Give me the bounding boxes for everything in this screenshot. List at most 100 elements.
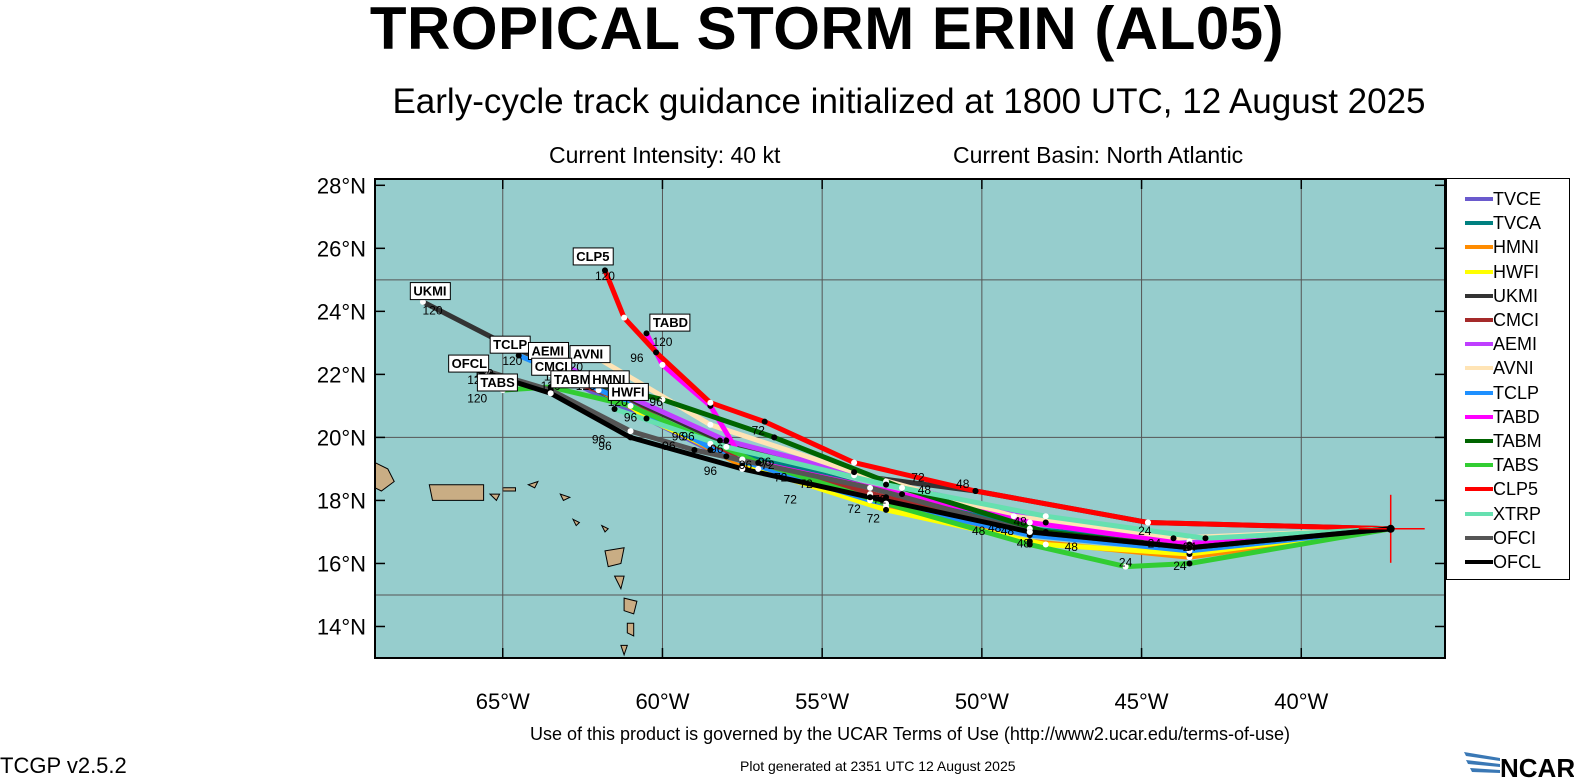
hour-label: 48: [972, 524, 986, 538]
track-point-ofcl: [1186, 544, 1193, 551]
hour-label: 24: [1119, 556, 1133, 570]
chart-title: TROPICAL STORM ERIN (AL05): [369, 0, 1285, 62]
legend-swatch: [1465, 245, 1493, 250]
track-point-ofci: [867, 484, 874, 491]
legend-item-tvca: TVCA: [1447, 211, 1571, 233]
track-point-hmni: [595, 387, 602, 394]
track-point-tabd: [739, 456, 746, 463]
track-point-tabm: [899, 484, 906, 491]
hour-label: 96: [758, 455, 772, 469]
model-label-text: HWFI: [611, 384, 644, 399]
model-label-tabs: TABS: [476, 373, 518, 392]
track-point-avni: [851, 469, 858, 476]
lon-tick-label: 45°W: [1115, 689, 1169, 714]
map-frame: [374, 178, 1446, 659]
model-label-box: [607, 382, 649, 401]
hour-label: 48: [988, 521, 1002, 535]
track-point-hwfi: [883, 506, 890, 513]
hour-label: 48: [918, 483, 932, 497]
ncar-logo-text: NCAR: [1500, 753, 1574, 780]
track-xtrp: [612, 406, 1394, 541]
legend-item-ofci: OFCI: [1447, 526, 1571, 548]
legend-item-aemi: AEMI: [1447, 332, 1571, 354]
hour-label: 72: [873, 493, 887, 507]
model-label-text: OFCL: [452, 356, 487, 371]
legend-item-tvce: TVCE: [1447, 187, 1571, 209]
hour-label: 96: [592, 433, 606, 447]
legend-item-hmni: HMNI: [1447, 235, 1571, 257]
hour-label: 96: [598, 439, 612, 453]
lat-tick-label: 20°N: [317, 425, 366, 450]
legend-swatch: [1465, 269, 1493, 274]
legend-item-ofcl: OFCL: [1447, 550, 1571, 572]
model-label-text: TABS: [480, 375, 515, 390]
hour-label: 96: [704, 464, 718, 478]
legend-swatch: [1465, 197, 1493, 201]
track-point-hwfi: [643, 415, 650, 422]
current-intensity: Current Intensity: 40 kt: [549, 142, 781, 168]
hour-label: 24: [1183, 540, 1197, 554]
model-label-ofcl: OFCL: [448, 354, 490, 373]
legend-label: OFCL: [1493, 552, 1542, 572]
storm-center-dot: [1386, 524, 1395, 533]
legend-item-clp5: CLP5: [1447, 477, 1571, 499]
track-point-ofcl: [627, 434, 634, 441]
island-6: [571, 518, 581, 527]
ocean-background: [375, 179, 1445, 658]
model-label-box: [569, 345, 611, 364]
legend-label: CLP5: [1493, 479, 1539, 500]
hour-label: 120: [652, 335, 672, 349]
track-point-ofcl: [547, 390, 554, 397]
island-3: [502, 487, 516, 492]
lat-tick-label: 18°N: [317, 488, 366, 513]
legend-swatch: [1465, 342, 1493, 347]
track-point-tabd: [659, 361, 666, 368]
storm-position-marker: [1358, 494, 1425, 563]
legend-swatch: [1465, 487, 1493, 492]
legend-swatch: [1465, 560, 1493, 564]
legend-label: TVCA: [1493, 213, 1542, 234]
legend-label: TABD: [1493, 406, 1540, 427]
legend-swatch: [1465, 463, 1493, 468]
hour-label: 48: [1001, 524, 1015, 538]
model-label-clp5: CLP5: [572, 247, 614, 266]
track-point-clp5: [653, 349, 660, 356]
model-label-box: [649, 313, 691, 332]
model-label-box: [448, 354, 490, 373]
legend-swatch: [1465, 390, 1493, 395]
legend-label: HMNI: [1493, 237, 1539, 258]
island-5: [559, 493, 572, 502]
hour-label: 96: [624, 411, 638, 425]
track-point-clp5: [851, 459, 858, 466]
track-point-tabs: [1122, 563, 1129, 570]
island-8: [604, 547, 625, 568]
island-7: [600, 524, 610, 533]
legend-item-cmci: CMCI: [1447, 308, 1571, 330]
track-point-ofci: [627, 428, 634, 435]
model-label-tclp: TCLP: [489, 335, 531, 354]
axis-ticks: 65°W 60°W 55°W 50°W 45°W 40°W 14°N 16°N 18°N 20°N…: [317, 173, 1445, 714]
track-point-tvce: [707, 447, 714, 454]
model-label-box: [476, 373, 518, 392]
hour-label: 24: [1173, 559, 1187, 573]
legend-item-tabs: TABS: [1447, 453, 1571, 475]
track-point-tabs: [883, 500, 890, 507]
legend-swatch: [1465, 439, 1493, 443]
lat-tick-label: 26°N: [317, 236, 366, 261]
legend-label: TABS: [1493, 455, 1539, 476]
island-10: [623, 597, 638, 615]
model-label-hwfi: HWFI: [607, 382, 649, 401]
current-basin: Current Basin: North Atlantic: [953, 142, 1244, 168]
legend-swatch: [1465, 511, 1493, 516]
legend-item-tabm: TABM: [1447, 429, 1571, 451]
track-point-tabs: [1186, 560, 1193, 567]
track-point-ukmi: [716, 437, 723, 444]
hour-label: 72: [800, 477, 814, 491]
hour-label: 24: [1138, 524, 1152, 538]
track-point-xtrp: [1202, 535, 1209, 542]
track-point-aemi: [1042, 519, 1049, 526]
track-point-avni: [1170, 535, 1177, 542]
lon-tick-label: 65°W: [476, 689, 530, 714]
